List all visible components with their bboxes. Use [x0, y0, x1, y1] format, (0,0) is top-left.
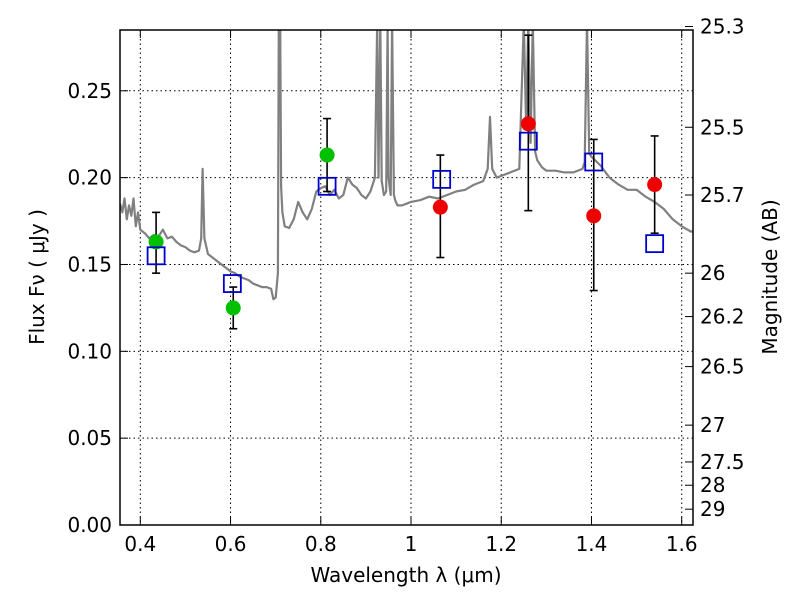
synthetic-photometry-marker — [518, 131, 538, 151]
data-point — [148, 234, 164, 250]
x-axis-label: Wavelength λ (μm) — [310, 563, 501, 587]
synthetic-photometry-marker — [317, 176, 337, 196]
y-tick-label: 0.00 — [67, 513, 112, 537]
data-point — [520, 116, 536, 132]
magnitude-tick-label: 25.3 — [700, 15, 745, 39]
x-tick-label: 1.4 — [576, 532, 608, 556]
synthetic-photometry-marker — [645, 234, 665, 254]
right-axis-label: Magnitude (AB) — [758, 199, 782, 354]
synthetic-photometry-marker — [584, 152, 604, 172]
x-tick-label: 0.8 — [305, 532, 337, 556]
magnitude-tick-label: 26 — [700, 261, 725, 285]
plot-frame — [119, 29, 694, 526]
magnitude-tick-label: 27.5 — [700, 450, 745, 474]
data-point — [586, 208, 602, 224]
grid — [120, 30, 693, 526]
data-point — [647, 177, 663, 193]
x-tick-label: 0.4 — [124, 532, 156, 556]
plot-area — [120, 30, 693, 330]
y-tick-label: 0.25 — [67, 79, 112, 103]
y-tick-label: 0.20 — [67, 166, 112, 190]
y-tick-label: 0.10 — [67, 339, 112, 363]
x-tick-label: 1 — [405, 532, 418, 556]
data-point — [432, 199, 448, 215]
y-axis-label: Flux Fν ( μJy ) — [25, 209, 49, 345]
data-point — [225, 300, 241, 316]
x-tick-label: 1.6 — [666, 532, 698, 556]
synthetic-photometry-marker — [222, 274, 242, 293]
axis-ticks: 0.4 0.6 0.8 1 1.2 1.4 1.6 0.00 0.05 0.10 0.15 0.20 0… — [67, 15, 744, 556]
magnitude-tick-label: 25.7 — [700, 183, 745, 207]
synthetic-photometry-marker — [432, 169, 452, 189]
y-tick-label: 0.15 — [67, 252, 112, 276]
y-tick-label: 0.05 — [67, 426, 112, 450]
x-tick-label: 1.2 — [485, 532, 517, 556]
magnitude-tick-label: 27 — [700, 413, 725, 437]
magnitude-tick-label: 29 — [700, 497, 725, 521]
x-tick-label: 0.6 — [215, 532, 247, 556]
magnitude-tick-label: 28 — [700, 473, 725, 497]
magnitude-tick-label: 25.5 — [700, 115, 745, 139]
magnitude-tick-label: 26.2 — [700, 305, 745, 329]
synthetic-photometry-marker — [146, 246, 166, 266]
data-point — [319, 147, 335, 163]
magnitude-tick-label: 26.5 — [700, 355, 745, 379]
model-spectrum-line — [120, 30, 693, 301]
